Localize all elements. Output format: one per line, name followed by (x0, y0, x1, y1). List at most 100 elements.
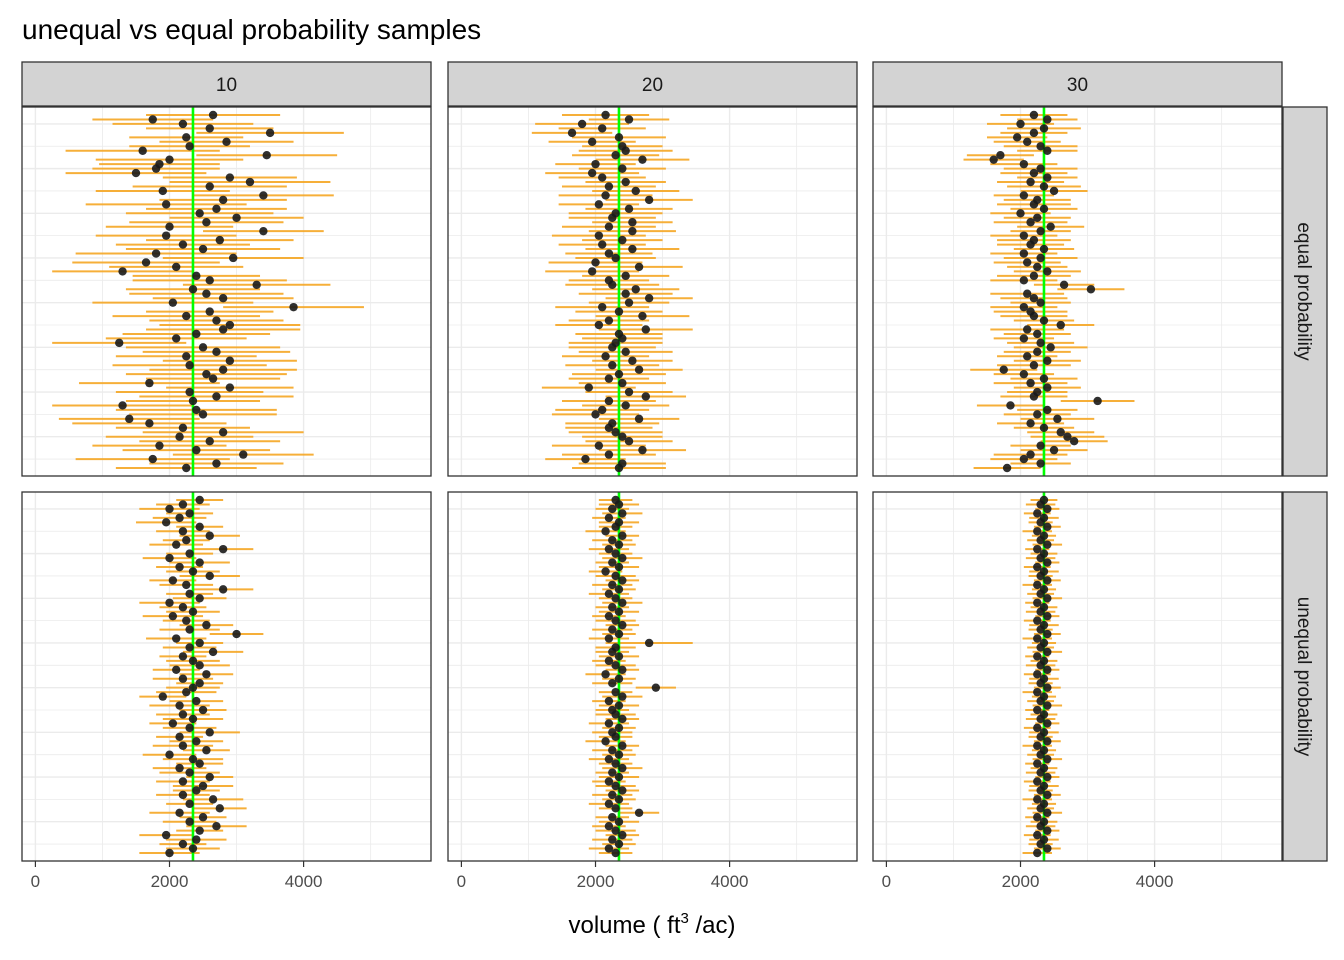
estimate-point (611, 522, 620, 532)
estimate-point (218, 585, 228, 594)
col-strip-30 (872, 61, 1283, 107)
estimate-point (182, 616, 191, 625)
estimate-point (614, 500, 624, 509)
estimate-point (182, 352, 191, 361)
estimate-point (608, 647, 617, 657)
estimate-point (604, 799, 614, 809)
estimate-point (621, 146, 630, 155)
estimate-point (638, 155, 647, 164)
estimate-point (601, 352, 610, 361)
estimate-point (1036, 643, 1045, 652)
x-tick-label: 4000 (285, 872, 323, 891)
estimate-point (638, 311, 647, 321)
col-strip-20 (447, 61, 858, 107)
estimate-point (1043, 629, 1052, 639)
estimate-point (1036, 536, 1045, 545)
estimate-point (1019, 159, 1029, 169)
row-strip (1282, 491, 1328, 862)
estimate-point (594, 441, 604, 450)
panel-border (872, 491, 1283, 862)
estimate-point (611, 151, 620, 160)
estimate-point (182, 311, 191, 321)
estimate-point (634, 808, 644, 817)
estimate-point (185, 625, 194, 634)
estimate-point (608, 625, 617, 634)
estimate-point (628, 226, 637, 236)
col-strip-label: 20 (642, 75, 663, 96)
estimate-point (265, 128, 275, 138)
estimate-point (178, 839, 188, 849)
estimate-point (618, 620, 627, 630)
row-strip-label: equal probability (1293, 222, 1314, 361)
estimate-point (1043, 844, 1052, 853)
estimate-point (165, 598, 174, 607)
estimate-point (1043, 790, 1052, 800)
estimate-point (1019, 334, 1029, 343)
estimate-point (604, 222, 614, 231)
estimate-point (996, 151, 1005, 160)
estimate-point (608, 504, 617, 514)
estimate-point (598, 124, 607, 133)
estimate-point (195, 826, 204, 835)
estimate-point (614, 629, 624, 639)
estimate-point (1033, 410, 1042, 419)
estimate-point (1033, 777, 1042, 786)
estimate-point (192, 786, 201, 795)
estimate-point (192, 445, 201, 455)
estimate-point (628, 244, 637, 254)
estimate-point (115, 338, 124, 348)
estimate-point (218, 365, 228, 374)
estimate-point (188, 683, 198, 692)
estimate-point (205, 531, 214, 540)
estimate-point (591, 410, 600, 419)
estimate-point (604, 249, 614, 258)
estimate-point (1036, 518, 1045, 527)
estimate-point (175, 432, 184, 441)
estimate-point (608, 536, 617, 545)
estimate-point (1036, 696, 1045, 706)
estimate-point (1043, 504, 1052, 514)
estimate-point (172, 540, 181, 549)
estimate-point (218, 294, 228, 303)
estimate-point (1033, 705, 1042, 715)
estimate-point (1023, 258, 1032, 267)
estimate-point (608, 580, 617, 590)
estimate-point (205, 307, 214, 316)
estimate-point (192, 405, 201, 415)
estimate-point (212, 392, 221, 401)
estimate-point (178, 652, 188, 661)
estimate-point (178, 603, 188, 612)
estimate-point (195, 638, 204, 648)
estimate-point (1026, 450, 1035, 459)
estimate-point (989, 155, 998, 164)
row-strip (1282, 106, 1328, 477)
estimate-point (195, 759, 204, 768)
estimate-point (245, 177, 255, 187)
estimate-point (225, 383, 235, 392)
estimate-point (1043, 826, 1052, 835)
estimate-point (1043, 701, 1052, 710)
estimate-point (1023, 137, 1032, 147)
estimate-point (608, 343, 617, 352)
estimate-point (202, 218, 211, 227)
estimate-point (1019, 302, 1029, 312)
estimate-point (614, 795, 624, 804)
estimate-point (618, 531, 627, 540)
estimate-point (182, 687, 191, 697)
estimate-point (1033, 262, 1042, 272)
estimate-point (1043, 683, 1052, 692)
col-strip-label: 10 (216, 75, 237, 96)
estimate-point (644, 195, 654, 205)
estimate-point (168, 719, 178, 728)
estimate-point (1033, 562, 1042, 572)
estimate-point (618, 692, 627, 701)
estimate-point (594, 200, 604, 209)
estimate-point (611, 594, 620, 603)
estimate-point (175, 562, 184, 572)
estimate-point (999, 365, 1008, 374)
estimate-point (1049, 445, 1059, 455)
estimate-point (1029, 392, 1039, 401)
estimate-point (239, 450, 248, 459)
estimate-point (601, 737, 610, 746)
estimate-point (1043, 522, 1052, 532)
